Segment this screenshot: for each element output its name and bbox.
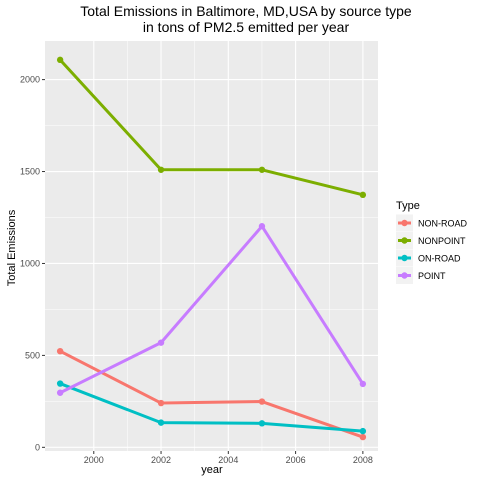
x-axis-label: year (201, 464, 223, 476)
y-tick-label: 2000 (20, 75, 40, 85)
data-point-non-road (258, 398, 266, 405)
data-point-point (56, 389, 64, 396)
legend-point-nonpoint (401, 237, 408, 244)
y-axis-label: Total Emissions (6, 209, 18, 286)
x-tick-label: 2004 (218, 455, 238, 465)
data-point-on-road (258, 420, 266, 427)
legend-label-point: POINT (418, 271, 446, 281)
legend-point-on-road (401, 254, 408, 262)
data-point-non-road (56, 347, 64, 355)
data-point-on-road (359, 427, 367, 435)
y-tick-label: 500 (25, 350, 40, 360)
legend: Type NON-ROAD NONPOINT ON-ROAD POINT (396, 200, 467, 284)
data-point-nonpoint (56, 56, 64, 64)
legend-point-non-road (401, 219, 408, 227)
y-tick-label: 1500 (20, 167, 40, 177)
y-tick-label: 0 (35, 442, 40, 452)
data-point-nonpoint (258, 166, 266, 173)
plot-panel (45, 41, 378, 451)
axis-ticks: 2000 2002 2004 2006 2008 0 500 1000 1500 2000 (20, 75, 373, 465)
legend-label-nonpoint: NONPOINT (418, 236, 466, 246)
data-point-point (157, 339, 165, 346)
data-point-point (359, 380, 367, 388)
chart-subtitle: in tons of PM2.5 emitted per year (143, 19, 350, 35)
data-point-non-road (157, 399, 165, 407)
y-tick-label: 1000 (20, 258, 40, 268)
legend-label-non-road: NON-ROAD (418, 219, 467, 229)
data-point-point (258, 223, 266, 230)
series-line-nonpoint (58, 58, 365, 197)
x-tick-label: 2000 (84, 455, 104, 465)
series-line-on-road (58, 382, 365, 433)
legend-label-on-road: ON-ROAD (418, 254, 461, 264)
x-tick-label: 2002 (151, 455, 171, 465)
x-tick-label: 2008 (353, 455, 373, 465)
data-point-nonpoint (359, 191, 367, 199)
data-point-non-road (359, 433, 367, 441)
legend-title: Type (396, 200, 420, 212)
series-line-non-road (58, 349, 365, 439)
data-point-nonpoint (157, 166, 165, 173)
x-tick-label: 2006 (286, 455, 306, 465)
series-line-point (58, 224, 365, 395)
series-layer (56, 56, 367, 441)
legend-point-point (401, 272, 408, 279)
data-point-on-road (56, 380, 64, 387)
chart-title: Total Emissions in Baltimore, MD,USA by … (80, 3, 412, 19)
data-point-on-road (157, 419, 165, 426)
